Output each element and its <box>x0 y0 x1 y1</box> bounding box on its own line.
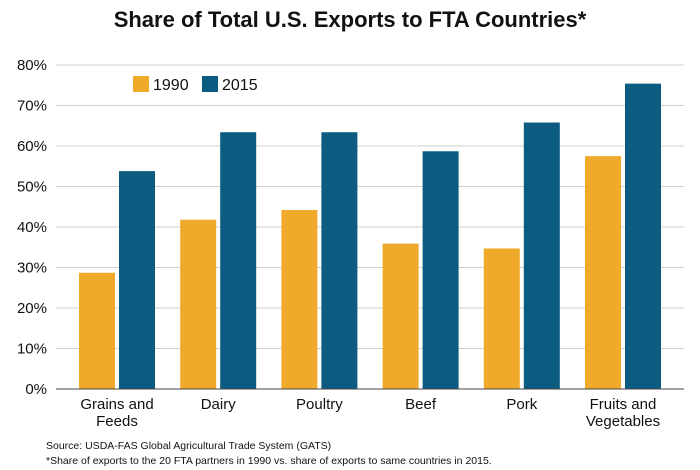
footnote: *Share of exports to the 20 FTA partners… <box>46 455 492 467</box>
y-tick-label: 60% <box>17 138 47 155</box>
legend-label-1990: 1990 <box>153 77 189 94</box>
x-category-line: Beef <box>405 396 437 413</box>
bar-2015 <box>625 83 661 389</box>
bar-1990 <box>281 209 318 389</box>
x-category-line: Feeds <box>96 413 138 430</box>
y-tick-label: 40% <box>17 219 47 236</box>
bar-2015 <box>422 151 459 389</box>
source-note: Source: USDA-FAS Global Agricultural Tra… <box>46 440 331 452</box>
x-category-label: Fruits and Vegetables <box>586 396 660 430</box>
bars <box>79 83 661 390</box>
x-category-label: Beef <box>405 396 437 413</box>
x-category-line: Poultry <box>296 396 343 413</box>
bar-2015 <box>119 171 155 389</box>
bar-1990 <box>585 156 621 389</box>
legend: 1990 2015 <box>133 76 258 94</box>
chart-title: Share of Total U.S. Exports to FTA Count… <box>114 7 587 32</box>
y-tick-label: 70% <box>17 98 47 115</box>
x-category-label: Poultry <box>296 396 343 413</box>
bar-1990 <box>180 219 217 389</box>
legend-swatch-1990 <box>133 76 149 92</box>
bar-2015 <box>321 132 358 390</box>
y-tick-label: 20% <box>17 300 47 317</box>
bar-1990 <box>79 272 115 389</box>
y-tick-label: 30% <box>17 260 47 277</box>
y-tick-label: 50% <box>17 179 47 196</box>
x-category-line: Vegetables <box>586 413 660 430</box>
x-category-label: Dairy <box>201 396 237 413</box>
y-tick-label: 80% <box>17 57 47 74</box>
y-tick-label: 10% <box>17 341 47 358</box>
bar-1990 <box>382 243 419 389</box>
gridlines <box>56 64 684 349</box>
x-category-label: Pork <box>506 396 537 413</box>
x-category-label: Grains and Feeds <box>80 396 153 430</box>
bar-1990 <box>483 248 520 389</box>
y-axis-ticks: 0% 10% 20% 30% 40% 50% 60% 70% 80% <box>17 57 47 398</box>
x-category-line: Pork <box>506 396 537 413</box>
bar-2015 <box>220 132 257 390</box>
x-category-line: Fruits and <box>590 396 657 413</box>
bar-2015 <box>523 122 560 389</box>
y-tick-label: 0% <box>25 381 47 398</box>
legend-label-2015: 2015 <box>222 77 258 94</box>
legend-swatch-2015 <box>202 76 218 92</box>
x-category-line: Grains and <box>80 396 153 413</box>
x-axis-categories: Grains and Feeds Dairy Poultry Beef Pork Fruit… <box>80 396 660 430</box>
x-category-line: Dairy <box>201 396 237 413</box>
